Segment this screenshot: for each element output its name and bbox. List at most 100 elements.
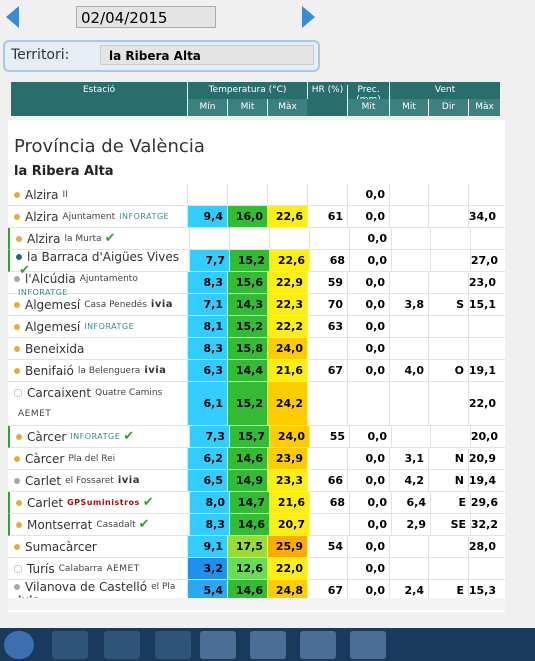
value-cell: 9,1 bbox=[187, 536, 227, 557]
station-name: Beneixida bbox=[25, 341, 85, 356]
task-icon[interactable] bbox=[104, 631, 140, 659]
value-cell: 6,3 bbox=[187, 360, 227, 381]
value-cell: 0,0 bbox=[349, 492, 391, 513]
value-cell bbox=[428, 338, 468, 359]
value-cell: 8,0 bbox=[189, 492, 229, 513]
value-cell bbox=[468, 184, 500, 205]
station-sub: Casadalt bbox=[96, 519, 136, 530]
task-icon[interactable] bbox=[52, 631, 88, 659]
station-source: ivia bbox=[117, 474, 140, 486]
value-cell: 17,5 bbox=[227, 536, 267, 557]
station-cell: Benifaió la Belenguera ivia bbox=[14, 360, 188, 381]
task-icon[interactable] bbox=[155, 631, 191, 659]
value-cell: 0,0 bbox=[347, 448, 389, 469]
station-row: Montserrat Casadalt ✔ 8,3 14,6 20,7 0,0 2,9 SE 32… bbox=[8, 514, 505, 536]
station-source: ivia bbox=[150, 298, 174, 310]
value-cell: 4,0 bbox=[389, 360, 428, 381]
value-cell: 0,0 bbox=[347, 360, 389, 381]
station-cell: Algemesí INFORATGE bbox=[14, 316, 188, 337]
status-dot bbox=[14, 323, 20, 330]
station-cell: Carlet el Fossaret ivia bbox=[14, 470, 188, 491]
value-cell: SE bbox=[430, 514, 470, 535]
start-button[interactable] bbox=[4, 631, 34, 659]
value-cell: 6,5 bbox=[187, 470, 227, 491]
data-panel: Província de València la Ribera Alta Alz… bbox=[8, 120, 505, 612]
station-name: Sumacàrcer bbox=[25, 539, 97, 554]
value-cell: 3,2 bbox=[187, 558, 227, 579]
value-cell: 7,7 bbox=[189, 250, 229, 271]
station-sub: la Murta bbox=[64, 233, 102, 244]
value-cell bbox=[391, 228, 430, 249]
value-cell: S bbox=[428, 294, 468, 315]
value-cell: 4,2 bbox=[389, 470, 428, 491]
station-sub: Quatre Camins bbox=[95, 387, 163, 398]
value-cell bbox=[187, 184, 227, 205]
status-dot bbox=[16, 499, 22, 506]
header-vent: Vent bbox=[389, 82, 500, 99]
subheader-cell: Màx bbox=[468, 99, 500, 116]
horizontal-scrollbar[interactable] bbox=[8, 598, 505, 610]
value-cell: E bbox=[430, 492, 470, 513]
value-cell: 21,6 bbox=[267, 360, 307, 381]
value-cell: 9,4 bbox=[187, 206, 227, 227]
value-cell bbox=[428, 316, 468, 337]
value-cell: 6,1 bbox=[187, 382, 227, 425]
value-cell bbox=[309, 228, 349, 249]
value-cell: 14,9 bbox=[227, 470, 267, 491]
subheader: Mín Mit Màx Mit Mit Dir Màx bbox=[11, 99, 500, 116]
value-cell: 22,0 bbox=[468, 382, 500, 425]
value-cell: 0,0 bbox=[347, 184, 389, 205]
value-cell: 22,0 bbox=[267, 558, 307, 579]
station-row: Sumacàrcer 9,1 17,5 25,9 54 0,0 28,0 bbox=[8, 536, 505, 558]
value-cell: N bbox=[428, 448, 468, 469]
value-cell: 23,0 bbox=[468, 272, 500, 293]
station-row: Alzira II 0,0 bbox=[8, 184, 505, 206]
task-icon[interactable] bbox=[200, 631, 236, 659]
value-cell bbox=[307, 382, 347, 425]
value-cell: 6,4 bbox=[391, 492, 430, 513]
station-source: AEMET bbox=[106, 563, 140, 574]
station-name: Carcaixent bbox=[27, 385, 92, 400]
station-row: Alzira la Murta ✔ 0,0 bbox=[8, 228, 505, 250]
date-input[interactable]: 02/04/2015 bbox=[76, 6, 216, 28]
taskbar bbox=[0, 628, 535, 661]
prev-day[interactable] bbox=[6, 6, 19, 28]
station-row: Carlet el Fossaret ivia 6,5 14,9 23,3 66 0,0 4,2… bbox=[8, 470, 505, 492]
station-name: la Barraca d'Aigües Vives bbox=[27, 250, 180, 264]
value-cell: 0,0 bbox=[347, 536, 389, 557]
value-cell: 70 bbox=[307, 294, 347, 315]
verified-icon: ✔ bbox=[123, 428, 135, 444]
value-cell: 54 bbox=[307, 536, 347, 557]
station-cell: Carlet GPSuministros ✔ bbox=[16, 492, 190, 513]
value-cell: 63 bbox=[307, 316, 347, 337]
value-cell: 0,0 bbox=[347, 470, 389, 491]
value-cell: 20,0 bbox=[470, 426, 502, 447]
station-sub: Calabarra bbox=[58, 563, 103, 574]
task-icon[interactable] bbox=[250, 631, 286, 659]
status-dot bbox=[14, 543, 20, 550]
value-cell: 15,2 bbox=[227, 382, 267, 425]
task-icon[interactable] bbox=[300, 631, 336, 659]
value-cell: 7,3 bbox=[189, 426, 229, 447]
station-row: Carcaixent Quatre Camins AEMET 6,1 15,2 24,2 2… bbox=[8, 382, 505, 426]
next-day[interactable] bbox=[302, 6, 315, 28]
station-row: Turís Calabarra AEMET 3,2 12,6 22,0 0,0 bbox=[8, 558, 505, 580]
station-row: Carlet GPSuministros ✔ 8,0 14,7 21,6 68 0,0 6,4 E… bbox=[8, 492, 505, 514]
value-cell bbox=[430, 250, 470, 271]
value-cell: 14,6 bbox=[227, 580, 267, 601]
value-cell: 15,7 bbox=[229, 426, 269, 447]
value-cell bbox=[307, 448, 347, 469]
value-cell bbox=[428, 558, 468, 579]
task-icon[interactable] bbox=[350, 631, 386, 659]
status-dot bbox=[14, 564, 22, 573]
territori-select[interactable]: la Ribera Alta bbox=[100, 45, 314, 65]
value-cell bbox=[468, 338, 500, 359]
value-cell: 8,3 bbox=[187, 338, 227, 359]
value-cell: 22,6 bbox=[269, 250, 309, 271]
value-cell bbox=[428, 272, 468, 293]
station-sub: Pla del Rei bbox=[68, 453, 116, 464]
station-name: Càrcer bbox=[27, 429, 67, 444]
value-cell bbox=[468, 316, 500, 337]
verified-icon: ✔ bbox=[138, 516, 150, 532]
station-row: Càrcer Pla del Rei 6,2 14,6 23,9 0,0 3,1 N 20,9 bbox=[8, 448, 505, 470]
